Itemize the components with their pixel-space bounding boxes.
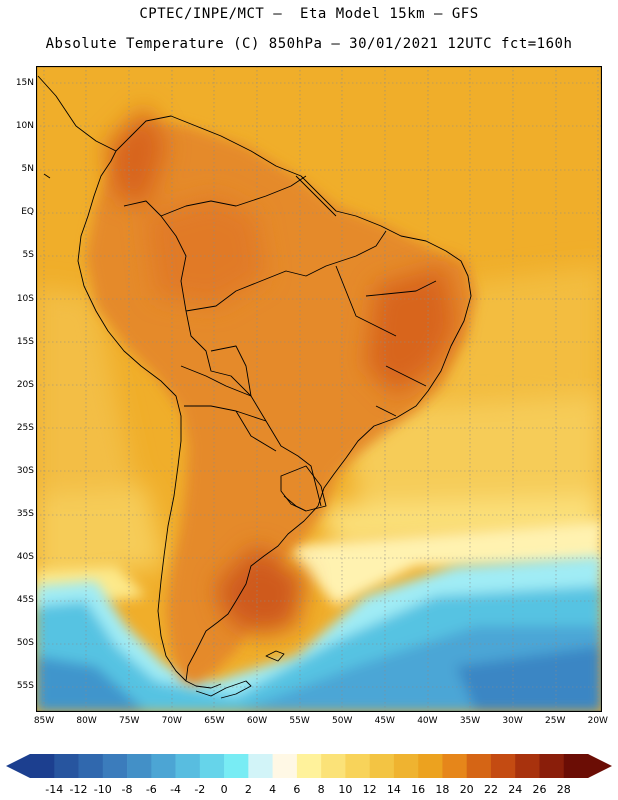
colorbar-tick-label: 6 — [293, 783, 301, 796]
colorbar-swatch — [272, 754, 298, 778]
colorbar-tick-label: -2 — [194, 783, 206, 796]
colorbar-swatch — [539, 754, 565, 778]
lon-tick-label: 40W — [417, 716, 438, 726]
state-lines-brazil — [295, 175, 437, 417]
rio-de-la-plata — [283, 495, 307, 512]
lat-tick-label: 30S — [16, 465, 34, 476]
colorbar-swatch — [248, 754, 273, 778]
colorbar-swatch — [54, 754, 79, 778]
colorbar-swatch — [224, 754, 249, 778]
colorbar-swatch — [345, 754, 370, 778]
colorbar-swatch — [490, 754, 516, 778]
colorbar-tick-label: 2 — [244, 783, 252, 796]
lat-tick-label: 5N — [21, 164, 34, 175]
colorbar-swatch — [127, 754, 152, 778]
temperature-colorbar — [6, 754, 612, 778]
lat-tick-label: 35S — [16, 509, 34, 519]
lon-tick-label: 65W — [204, 716, 225, 726]
map-title-line2: Absolute Temperature (C) 850hPa — 30/01/… — [45, 36, 573, 52]
lat-tick-label: 25S — [16, 422, 34, 433]
lat-tick-label: 40S — [16, 552, 34, 563]
colorbar-swatch — [30, 754, 55, 778]
colorbar-tick-label: -8 — [121, 783, 133, 796]
colorbar-swatch — [418, 754, 443, 778]
colorbar-swatch — [199, 754, 225, 778]
colorbar-tick-label: 4 — [269, 783, 277, 796]
lat-tick-label: 20S — [16, 379, 34, 390]
lon-tick-label: 35W — [459, 716, 481, 726]
country-borders — [37, 75, 472, 699]
colorbar-tick-label: -14 — [45, 783, 64, 796]
lat-tick-label: 45S — [16, 595, 34, 606]
colorbar-tick-label: 26 — [532, 783, 547, 796]
colorbar-swatch — [296, 754, 322, 778]
border-andes — [123, 175, 307, 312]
lon-tick-label: 55W — [289, 716, 310, 726]
lon-tick-label: 75W — [119, 716, 140, 726]
colorbar-tick-label: -12 — [69, 783, 88, 796]
colorbar-swatch — [78, 754, 104, 778]
lat-tick-label: 10N — [15, 121, 34, 132]
lat-tick-label: 15S — [16, 336, 34, 347]
coastline — [37, 75, 472, 689]
border-brazil — [185, 230, 387, 507]
lon-tick-label: 70W — [161, 716, 182, 726]
map-title-line1: CPTEC/INPE/MCT — Eta Model 15km — GFS — [139, 6, 479, 22]
colorbar-tick-label: 0 — [220, 783, 228, 796]
colorbar-tick-label: -10 — [93, 783, 112, 796]
hot-spots — [106, 106, 456, 636]
colorbar-swatch — [442, 754, 467, 778]
lat-tick-label: 55S — [16, 681, 34, 692]
colorbar-tick-label: 28 — [556, 783, 571, 796]
colorbar-swatch — [563, 754, 589, 778]
colorbar-right-arrow — [588, 754, 612, 778]
colorbar-tick-label: 22 — [483, 783, 498, 796]
lat-tick-label: 5S — [22, 250, 34, 261]
lon-tick-label: 85W — [33, 716, 55, 726]
lon-tick-label: 30W — [502, 716, 523, 726]
colorbar-tick-label: 8 — [317, 783, 325, 796]
colorbar-swatch — [175, 754, 201, 778]
colorbar-swatch — [102, 754, 128, 778]
colorbar-tick-label: 18 — [435, 783, 450, 796]
colorbar-swatch — [393, 754, 419, 778]
lat-tick-label: 10S — [16, 293, 34, 304]
colorbar-tick-label: 10 — [338, 783, 353, 796]
lon-tick-label: 60W — [246, 716, 268, 726]
colorbar-tick-label: -6 — [145, 783, 157, 796]
lon-tick-label: 50W — [332, 716, 353, 726]
lat-tick-label: 50S — [16, 638, 34, 649]
colorbar-swatch — [151, 754, 176, 778]
lon-tick-label: 25W — [545, 716, 566, 726]
colorbar-swatch — [515, 754, 540, 778]
colorbar-tick-label: 12 — [362, 783, 377, 796]
colorbar-left-arrow — [6, 754, 30, 778]
colorbar-tick-label: 20 — [459, 783, 474, 796]
lon-tick-label: 80W — [76, 716, 97, 726]
lon-tick-label: 45W — [374, 716, 395, 726]
border-argentina — [184, 405, 277, 452]
colorbar-swatch — [369, 754, 395, 778]
lon-tick-label: 20W — [587, 716, 608, 726]
border-uruguay — [280, 465, 327, 512]
temperature-map — [36, 66, 602, 712]
colorbar-tick-label: 14 — [386, 783, 401, 796]
lat-tick-label: EQ — [21, 207, 34, 218]
colorbar-tick-label: -4 — [170, 783, 182, 796]
border-bolivia-paraguay — [180, 345, 252, 397]
colorbar-swatch — [466, 754, 492, 778]
lat-tick-label: 15N — [15, 78, 34, 88]
colorbar-tick-label: 16 — [411, 783, 426, 796]
colorbar-swatch — [321, 754, 346, 778]
colorbar-tick-label: 24 — [508, 783, 523, 796]
